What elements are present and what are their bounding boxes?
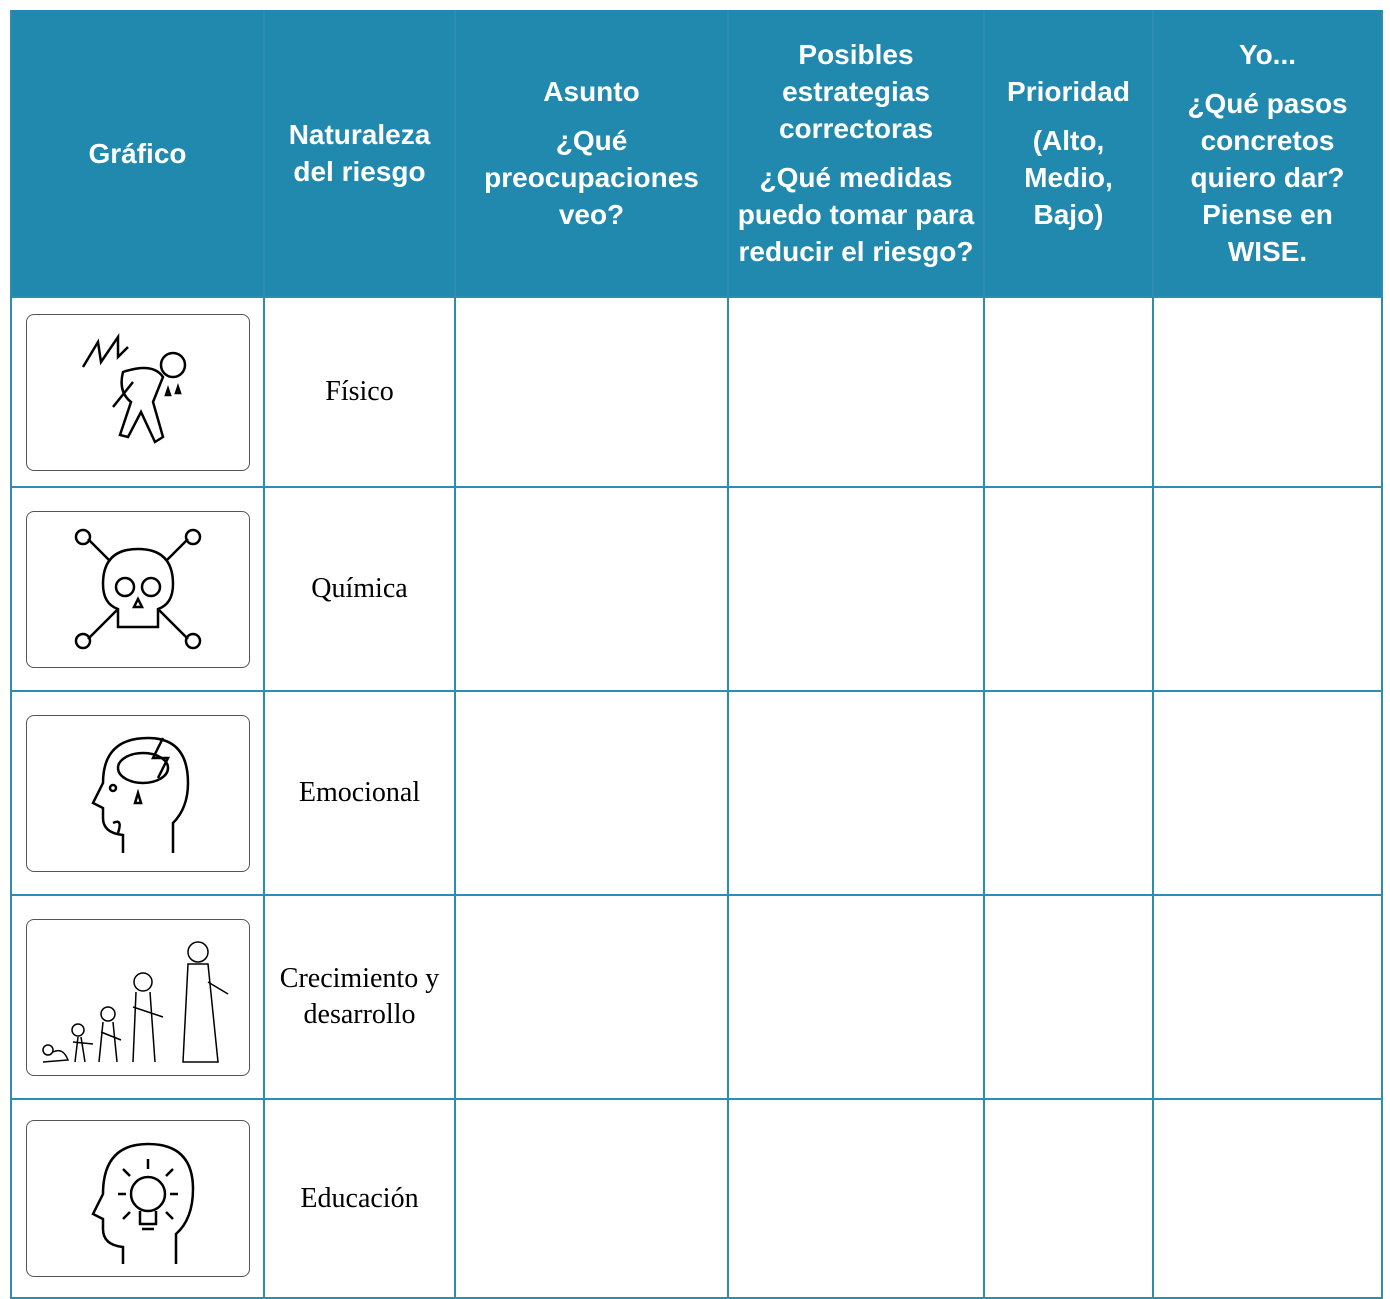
row-label: Crecimiento y desarrollo: [263, 894, 456, 1100]
growth-icon: [41, 941, 228, 1063]
risk-table: Gráfico Naturaleza del riesgo Asunto ¿Qué…: [10, 10, 1383, 1299]
row: Crecimiento y desarrollo: [10, 894, 1383, 1100]
header-cell: Yo... ¿Qué pasos concretos quiero dar? Pi…: [1152, 10, 1383, 298]
icon-box: [25, 1120, 250, 1277]
icon-box: [25, 714, 250, 872]
icon-box: [25, 313, 250, 471]
icon-cell: [10, 894, 265, 1100]
header-text: ¿Qué medidas puedo tomar para reducir el…: [737, 162, 975, 267]
header-cell: Asunto ¿Qué preocupaciones veo?: [454, 10, 729, 298]
header-cell: Posibles estrategias correctoras ¿Qué med…: [727, 10, 985, 298]
row: Química: [10, 486, 1383, 692]
icon-cell: [10, 690, 265, 896]
icon-box: [25, 918, 250, 1076]
emotional-icon: [90, 736, 189, 853]
header-text: Naturaleza del riesgo: [288, 119, 431, 187]
header-text: ¿Qué preocupaciones veo?: [484, 125, 699, 230]
row-label: Emocional: [263, 690, 456, 896]
chemical-icon: [74, 528, 201, 650]
header-text: Prioridad: [1007, 76, 1130, 107]
header-text: ¿Qué pasos concretos quiero dar? Piense …: [1187, 88, 1348, 267]
header-text: Yo...: [1238, 39, 1297, 70]
header-row: Gráfico Naturaleza del riesgo Asunto ¿Qué…: [10, 10, 1383, 298]
header-cell: Gráfico: [10, 10, 265, 298]
icon-cell: [10, 296, 265, 488]
header-text: Posibles estrategias correctoras: [778, 39, 934, 144]
icon-cell: [10, 1098, 265, 1299]
row: Físico: [10, 296, 1383, 488]
row: Educación: [10, 1098, 1383, 1299]
header-text: Asunto: [543, 76, 640, 107]
education-icon: [90, 1142, 194, 1264]
physical-icon: [81, 332, 186, 444]
header-cell: Naturaleza del riesgo: [263, 10, 456, 298]
icon-cell: [10, 486, 265, 692]
header-text: Gráfico: [88, 137, 187, 169]
icon-box: [25, 510, 250, 668]
row-label: Química: [263, 486, 456, 692]
row-label: Educación: [263, 1098, 456, 1299]
header-text: (Alto, Medio, Bajo): [1024, 125, 1113, 230]
row: Emocional: [10, 690, 1383, 896]
header-cell: Prioridad (Alto, Medio, Bajo): [983, 10, 1154, 298]
row-label: Físico: [263, 296, 456, 488]
